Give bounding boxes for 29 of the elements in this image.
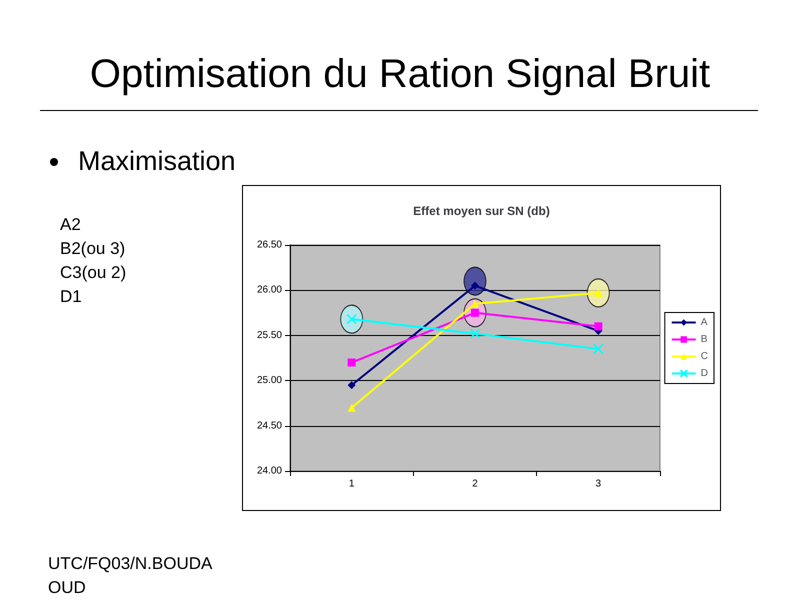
y-tick-label: 26.50 [256, 240, 282, 250]
y-tick-label: 25.50 [256, 330, 282, 341]
point [470, 328, 480, 339]
y-tick-label: 24.00 [256, 466, 282, 476]
legend-label: A [700, 317, 708, 328]
point [471, 282, 479, 290]
point [348, 358, 356, 367]
point [348, 404, 356, 412]
point [471, 300, 479, 308]
y-tick-label: 24.50 [256, 420, 282, 432]
x-tick-label: 3 [596, 478, 602, 490]
point [348, 381, 356, 390]
y-tick-label: 25.00 [256, 375, 282, 386]
text: B2(ou 3) [60, 238, 126, 260]
y-tick-label: 26.00 [256, 284, 282, 296]
text: Effet moyen sur SN (db) [413, 204, 550, 218]
x-tick-label: 1 [348, 478, 355, 490]
chart-title: Optimisation du Ration Signal Bruit [88, 52, 712, 97]
legend-label: D [700, 368, 708, 379]
x-tick-label: 2 [472, 478, 478, 490]
legend-label: B [700, 334, 708, 345]
legend-label: C [700, 351, 708, 362]
text: UTC/FQ03/N.BOUDAOUD [48, 553, 214, 599]
text: D1 [60, 286, 83, 308]
text: A2 [60, 214, 82, 236]
text: C3(ou 2) [60, 262, 126, 284]
chart-subtitle: Maximisation [78, 146, 236, 176]
point [593, 344, 604, 354]
point [594, 322, 602, 330]
